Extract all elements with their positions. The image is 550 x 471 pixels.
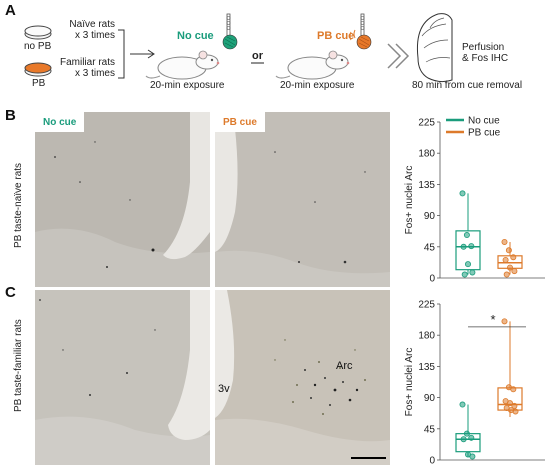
data-point bbox=[460, 436, 467, 443]
data-point bbox=[507, 264, 514, 271]
label-3v: 3v bbox=[218, 383, 230, 395]
tab-no-cue: No cue bbox=[35, 112, 85, 132]
micrograph-naive-pb-cue: PB cue bbox=[215, 112, 390, 287]
data-point bbox=[511, 268, 518, 275]
y-tick-label: 90 bbox=[424, 211, 436, 222]
pb-dish-icon bbox=[24, 62, 52, 77]
label-arc: Arc bbox=[336, 360, 353, 372]
y-tick-label: 90 bbox=[424, 393, 436, 404]
data-point bbox=[507, 400, 514, 407]
pb-cue-title: PB cue bbox=[317, 30, 355, 42]
schematic-diagram bbox=[24, 13, 453, 83]
pb-label: PB bbox=[32, 78, 46, 89]
y-tick-label: 135 bbox=[418, 180, 435, 191]
data-point bbox=[469, 453, 476, 460]
group-bracket bbox=[118, 29, 125, 79]
data-point bbox=[461, 271, 468, 278]
data-point bbox=[501, 318, 508, 325]
data-point bbox=[502, 256, 509, 263]
y-tick-label: 135 bbox=[418, 362, 435, 373]
y-tick-label: 45 bbox=[424, 424, 436, 435]
arrow-right-icon bbox=[130, 49, 155, 59]
empty-dish-icon bbox=[24, 25, 52, 40]
timing-label: 80 min from cue removal bbox=[412, 80, 523, 91]
data-point bbox=[511, 402, 518, 409]
data-point bbox=[505, 247, 512, 254]
data-point bbox=[512, 408, 519, 415]
chevron-right-icon bbox=[387, 43, 410, 69]
y-tick-label: 45 bbox=[424, 242, 436, 253]
naive-rats-label: Naïve rats x 3 times bbox=[69, 19, 115, 41]
boxplot-familiar: 0 45 90 135 180 225 Fos+ nuclei Arc * bbox=[404, 300, 545, 467]
data-point bbox=[468, 243, 475, 250]
exposure-label-1: 20-min exposure bbox=[150, 80, 225, 91]
data-point bbox=[510, 254, 517, 261]
micrograph-naive-no-cue: No cue bbox=[35, 112, 210, 287]
exposure-label-2: 20-min exposure bbox=[280, 80, 355, 91]
micrograph-familiar-pb-cue: 3v Arc bbox=[215, 290, 390, 465]
panel-label-c: C bbox=[5, 284, 16, 301]
data-point bbox=[459, 190, 466, 197]
perfusion-label: Perfusion & Fos IHC bbox=[462, 42, 509, 64]
no-pb-label: no PB bbox=[24, 41, 52, 52]
legend-label: No cue bbox=[468, 116, 500, 127]
y-tick-label: 180 bbox=[418, 331, 435, 342]
row-label-familiar: PB taste-familiar rats bbox=[13, 319, 24, 412]
y-tick-label: 0 bbox=[429, 274, 435, 285]
data-point bbox=[503, 271, 510, 278]
data-point bbox=[510, 386, 517, 393]
data-point bbox=[469, 269, 476, 276]
data-point bbox=[465, 261, 472, 268]
pb-cue-bottle-icon bbox=[349, 13, 372, 50]
data-point bbox=[460, 243, 467, 250]
y-axis-label: Fos+ nuclei Arc bbox=[404, 348, 415, 417]
y-tick-label: 180 bbox=[418, 149, 435, 160]
data-point bbox=[463, 232, 470, 239]
legend-label: PB cue bbox=[468, 128, 501, 139]
row-label-naive: PB taste-naïve rats bbox=[13, 162, 24, 248]
y-tick-label: 0 bbox=[429, 456, 435, 467]
y-tick-label: 225 bbox=[418, 118, 435, 129]
no-cue-title: No cue bbox=[177, 30, 214, 42]
no-cue-bottle-icon bbox=[222, 13, 238, 50]
brain-section-icon bbox=[416, 13, 453, 83]
significance-star: * bbox=[490, 312, 495, 327]
rat-no-cue-icon bbox=[145, 50, 220, 80]
panel-label-a: A bbox=[5, 2, 16, 19]
scale-bar bbox=[351, 457, 386, 459]
rat-pb-cue-icon bbox=[275, 50, 350, 80]
micrograph-familiar-no-cue bbox=[35, 290, 210, 465]
tab-pb-cue: PB cue bbox=[215, 112, 265, 132]
data-point bbox=[459, 401, 466, 408]
box bbox=[497, 387, 523, 411]
data-point bbox=[463, 430, 470, 437]
y-axis-label: Fos+ nuclei Arc bbox=[404, 166, 415, 235]
familiar-rats-label: Familiar rats x 3 times bbox=[59, 57, 115, 79]
data-point bbox=[501, 238, 508, 245]
or-label: or bbox=[252, 50, 263, 62]
panel-label-b: B bbox=[5, 107, 16, 124]
y-tick-label: 225 bbox=[418, 300, 435, 311]
data-point bbox=[468, 434, 475, 441]
